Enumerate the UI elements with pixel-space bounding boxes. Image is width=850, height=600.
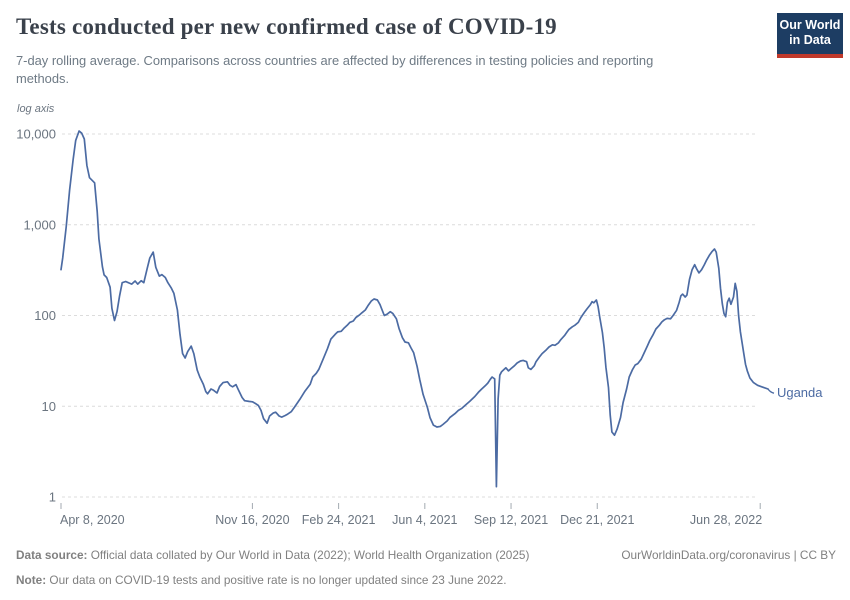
x-axis-tick-label: Feb 24, 2021 [302, 513, 376, 527]
y-axis-tick-label: 1,000 [23, 217, 56, 232]
log-axis-note: log axis [17, 103, 55, 115]
x-axis-tick-label: Jun 4, 2021 [392, 513, 457, 527]
x-axis-tick-label: Sep 12, 2021 [474, 513, 548, 527]
owid-logo[interactable]: Our World in Data [777, 13, 843, 58]
footer-source-label: Data source: [16, 548, 88, 562]
footer-note-text: Our data on COVID-19 tests and positive … [46, 572, 507, 587]
y-axis-tick-label: 1 [49, 490, 56, 505]
owid-logo-line1: Our World [779, 18, 841, 32]
footer-note-line: Note: Our data on COVID-19 tests and pos… [16, 573, 836, 589]
series-label[interactable]: Uganda [777, 385, 823, 400]
y-axis-tick-label: 100 [34, 308, 56, 323]
footer-source-line: Data source: Official data collated by O… [16, 548, 836, 564]
chart-subtitle: 7-day rolling average. Comparisons acros… [16, 53, 654, 86]
x-axis-tick-label: Dec 21, 2021 [560, 513, 634, 527]
owid-logo-line2: in Data [789, 33, 831, 48]
footer-note-label: Note: [16, 572, 47, 587]
footer-rights-link[interactable]: OurWorldinData.org/coronavirus | CC BY [621, 548, 836, 562]
y-axis-tick-label: 10,000 [16, 127, 56, 142]
x-axis-tick-label: Jun 28, 2022 [690, 513, 762, 527]
x-axis-tick-label: Apr 8, 2020 [60, 513, 125, 527]
x-axis-tick-label: Nov 16, 2020 [215, 513, 289, 527]
series-label-connector [767, 388, 775, 394]
chart-footer: Data source: Official data collated by O… [16, 548, 836, 589]
chart-title: Tests conducted per new confirmed case o… [16, 14, 557, 39]
footer-source-text: Official data collated by Our World in D… [87, 548, 530, 562]
series-line[interactable] [60, 130, 769, 488]
y-axis-tick-label: 10 [42, 399, 56, 414]
